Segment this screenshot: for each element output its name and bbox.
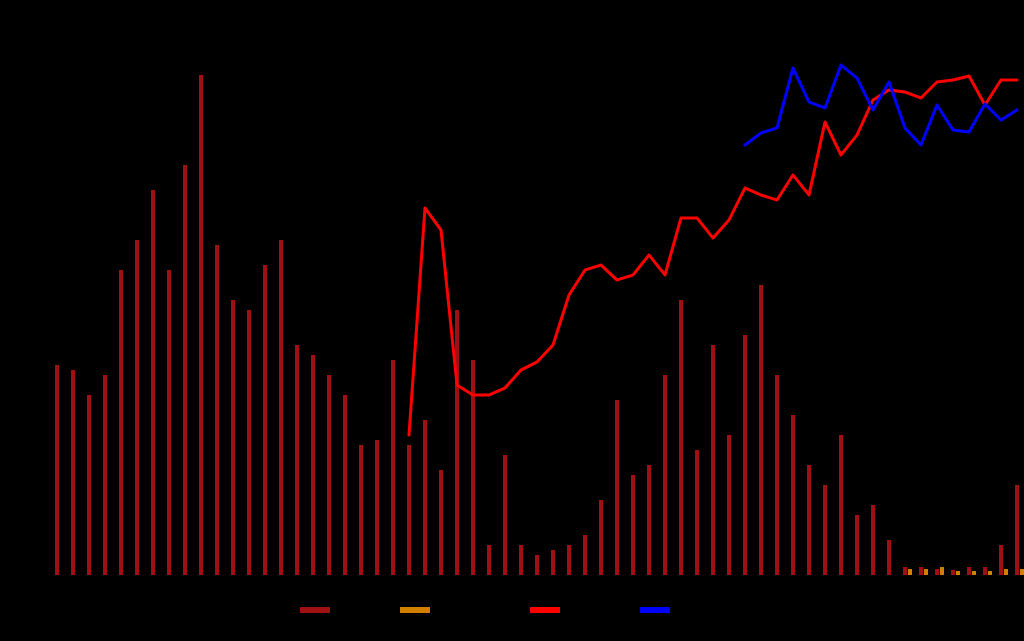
bar-series-a (327, 375, 331, 575)
bar-series-b (1020, 569, 1024, 575)
bar-series-a (679, 300, 683, 575)
bar-series-a (983, 567, 987, 575)
bar-series-a (279, 240, 283, 575)
bar-series-b (972, 571, 976, 575)
bar-series-a (999, 545, 1003, 575)
bar-series-a (167, 270, 171, 575)
bar-series-a (743, 335, 747, 575)
bar-series-b (908, 569, 912, 575)
bar-series-a (359, 445, 363, 575)
bar-series-a (807, 465, 811, 575)
bar-series-a (583, 535, 587, 575)
bar-series-a (263, 265, 267, 575)
bar-series-a (231, 300, 235, 575)
legend-swatch (640, 607, 670, 613)
legend-swatch (300, 607, 330, 613)
bar-series-a (791, 415, 795, 575)
combo-chart (0, 0, 1024, 641)
bar-series-a (823, 485, 827, 575)
bar-series-a (567, 545, 571, 575)
bar-series-a (695, 450, 699, 575)
bar-series-a (455, 310, 459, 575)
bar-series-a (295, 345, 299, 575)
bar-series-a (647, 465, 651, 575)
bar-series-a (631, 475, 635, 575)
bar-series-a (471, 360, 475, 575)
bar-series-a (887, 540, 891, 575)
bar-series-b (924, 569, 928, 575)
bar-series-a (119, 270, 123, 575)
bar-series-a (519, 545, 523, 575)
bar-series-a (935, 569, 939, 575)
bar-series-a (247, 310, 251, 575)
legend-swatch (400, 607, 430, 613)
bar-series-a (967, 567, 971, 575)
bar-series-a (615, 400, 619, 575)
bar-series-a (535, 555, 539, 575)
bar-series-a (839, 435, 843, 575)
bar-series-a (439, 470, 443, 575)
bar-series-a (103, 375, 107, 575)
bar-series-a (599, 500, 603, 575)
bar-series-a (71, 370, 75, 575)
bar-series-a (1015, 485, 1019, 575)
bar-series-b (1004, 569, 1008, 575)
legend-swatch (530, 607, 560, 613)
bar-series-a (311, 355, 315, 575)
bar-series-a (487, 545, 491, 575)
bar-series-a (423, 420, 427, 575)
bar-series-b (940, 567, 944, 575)
bar-series-a (551, 550, 555, 575)
bar-series-a (183, 165, 187, 575)
bar-series-a (151, 190, 155, 575)
bar-series-a (407, 445, 411, 575)
bar-series-a (391, 360, 395, 575)
bar-series-a (87, 395, 91, 575)
bar-series-b (988, 571, 992, 575)
bar-series-a (199, 75, 203, 575)
bar-series-a (919, 567, 923, 575)
bar-series-a (951, 570, 955, 575)
bar-series-a (903, 567, 907, 575)
bar-series-a (759, 285, 763, 575)
bar-series-a (343, 395, 347, 575)
bar-series-a (727, 435, 731, 575)
bar-series-a (663, 375, 667, 575)
bar-series-a (711, 345, 715, 575)
bar-series-a (55, 365, 59, 575)
bar-series-a (375, 440, 379, 575)
bar-series-b (956, 571, 960, 575)
bar-series-a (855, 515, 859, 575)
bar-series-a (871, 505, 875, 575)
bar-series-a (503, 455, 507, 575)
bar-series-a (775, 375, 779, 575)
bar-series-a (215, 245, 219, 575)
bar-series-a (135, 240, 139, 575)
